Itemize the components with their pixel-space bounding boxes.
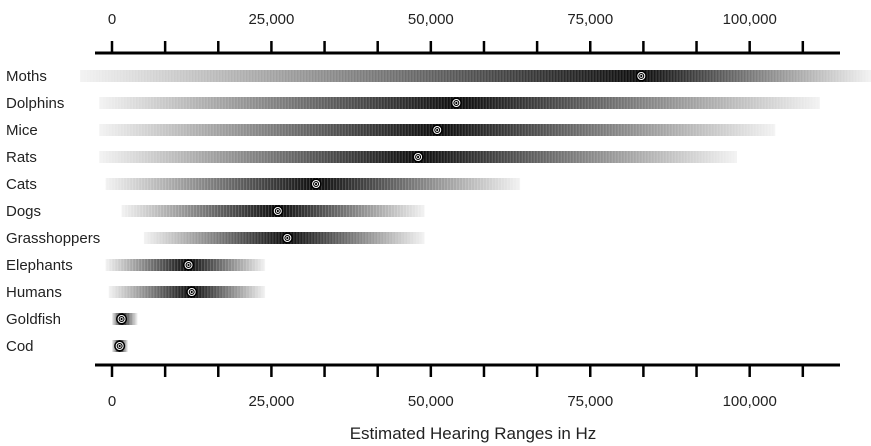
top-axis-tick-label: 0 bbox=[108, 11, 116, 28]
peak-marker bbox=[186, 286, 198, 298]
category-label-dolphins: Dolphins bbox=[6, 95, 64, 112]
category-label-cod: Cod bbox=[6, 338, 34, 355]
peak-marker bbox=[183, 259, 195, 271]
range-bar-dolphins bbox=[98, 97, 820, 109]
category-label-grasshoppers: Grasshoppers bbox=[6, 230, 100, 247]
peak-marker bbox=[272, 205, 284, 217]
category-label-mice: Mice bbox=[6, 122, 38, 139]
bottom-axis-tick-label: 25,000 bbox=[248, 393, 294, 410]
top-axis-tick-label: 25,000 bbox=[248, 11, 294, 28]
range-bar-texture bbox=[108, 286, 266, 298]
top-axis: 0 25,000 50,000 75,000 100,000 bbox=[95, 11, 840, 55]
top-axis-tick-label: 100,000 bbox=[723, 11, 777, 28]
category-label-humans: Humans bbox=[6, 284, 62, 301]
bottom-axis-tick-label: 50,000 bbox=[408, 393, 454, 410]
category-labels: Moths Dolphins Mice Rats Cats Dogs Grasshopper… bbox=[6, 68, 100, 355]
range-bar-texture bbox=[98, 124, 775, 136]
range-bar-moths bbox=[79, 70, 871, 82]
peak-marker bbox=[310, 178, 322, 190]
category-label-moths: Moths bbox=[6, 68, 47, 85]
category-label-dogs: Dogs bbox=[6, 203, 41, 220]
category-label-elephants: Elephants bbox=[6, 257, 73, 274]
range-bar-elephants bbox=[105, 259, 266, 271]
range-bar-dogs bbox=[121, 205, 425, 217]
range-bar-cats bbox=[105, 178, 521, 190]
peak-marker bbox=[431, 124, 443, 136]
range-bar-cod bbox=[111, 340, 128, 352]
range-bar-rats bbox=[98, 151, 737, 163]
bottom-axis: 0 25,000 50,000 75,000 100,000 bbox=[95, 363, 840, 410]
range-bars bbox=[79, 70, 871, 352]
peak-marker bbox=[281, 232, 293, 244]
range-bar-texture bbox=[98, 151, 736, 163]
range-bar-grasshoppers bbox=[143, 232, 425, 244]
top-axis-tick-label: 75,000 bbox=[567, 11, 613, 28]
range-bar-goldfish bbox=[111, 313, 138, 325]
x-axis-title: Estimated Hearing Ranges in Hz bbox=[350, 424, 597, 443]
bottom-axis-tick-label: 75,000 bbox=[567, 393, 613, 410]
peak-marker bbox=[412, 151, 424, 163]
peak-marker bbox=[450, 97, 462, 109]
category-label-rats: Rats bbox=[6, 149, 37, 166]
category-label-goldfish: Goldfish bbox=[6, 311, 61, 328]
peak-marker bbox=[114, 340, 126, 352]
range-bar-texture bbox=[143, 232, 424, 244]
range-bar-fill bbox=[80, 70, 871, 82]
category-label-cats: Cats bbox=[6, 176, 37, 193]
range-bar-humans bbox=[108, 286, 266, 298]
range-bar-texture bbox=[98, 97, 820, 109]
range-bar-texture bbox=[121, 205, 423, 217]
peak-marker bbox=[116, 313, 128, 325]
bottom-axis-tick-label: 100,000 bbox=[723, 393, 777, 410]
bottom-axis-tick-label: 0 bbox=[108, 393, 116, 410]
range-bar-texture bbox=[105, 178, 521, 190]
range-bar-mice bbox=[98, 124, 776, 136]
peak-marker bbox=[635, 70, 647, 82]
top-axis-tick-label: 50,000 bbox=[408, 11, 454, 28]
